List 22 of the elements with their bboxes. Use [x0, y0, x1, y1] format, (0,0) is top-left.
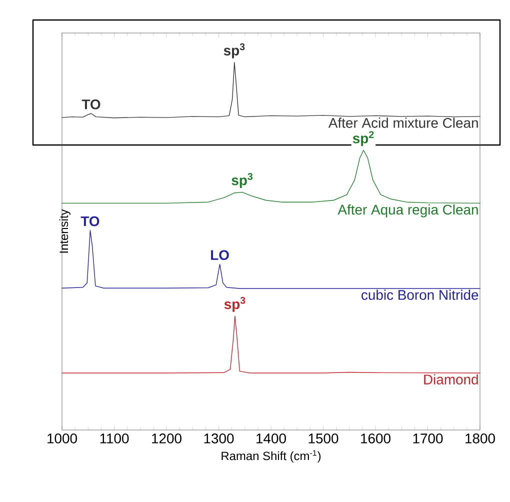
x-tick-label: 1700	[413, 434, 443, 444]
x-tick-label: 1500	[308, 434, 338, 444]
annotation: TO	[80, 216, 100, 226]
y-axis-title: Intensity	[59, 209, 70, 253]
x-tick-label: 1200	[152, 434, 182, 444]
annotation: LO	[211, 250, 229, 260]
annotation: sp$^{2}$	[352, 131, 374, 146]
x-tick-label: 1000	[48, 434, 77, 444]
annotation: sp$^{3}$	[224, 43, 245, 58]
x-tick-label: 1300	[204, 434, 234, 444]
annotation: TO	[82, 99, 100, 110]
series-label: After Acid mixture Clean	[328, 118, 478, 128]
series-label: After Aqua regia Clean	[338, 204, 478, 218]
annotation: sp$^{3}$	[232, 173, 253, 188]
x-axis-title: Raman Shift (cm$^{-1}$)	[222, 450, 321, 463]
annotation: sp$^{3}$	[224, 296, 246, 312]
series-label: cubic Boron Nitride	[362, 290, 478, 300]
x-tick-label: 1100	[100, 434, 129, 444]
x-tick-label: 1800	[466, 434, 495, 444]
series-label: Diamond	[424, 374, 478, 384]
x-tick-label: 1600	[361, 434, 390, 444]
x-tick-label: 1400	[256, 434, 286, 444]
